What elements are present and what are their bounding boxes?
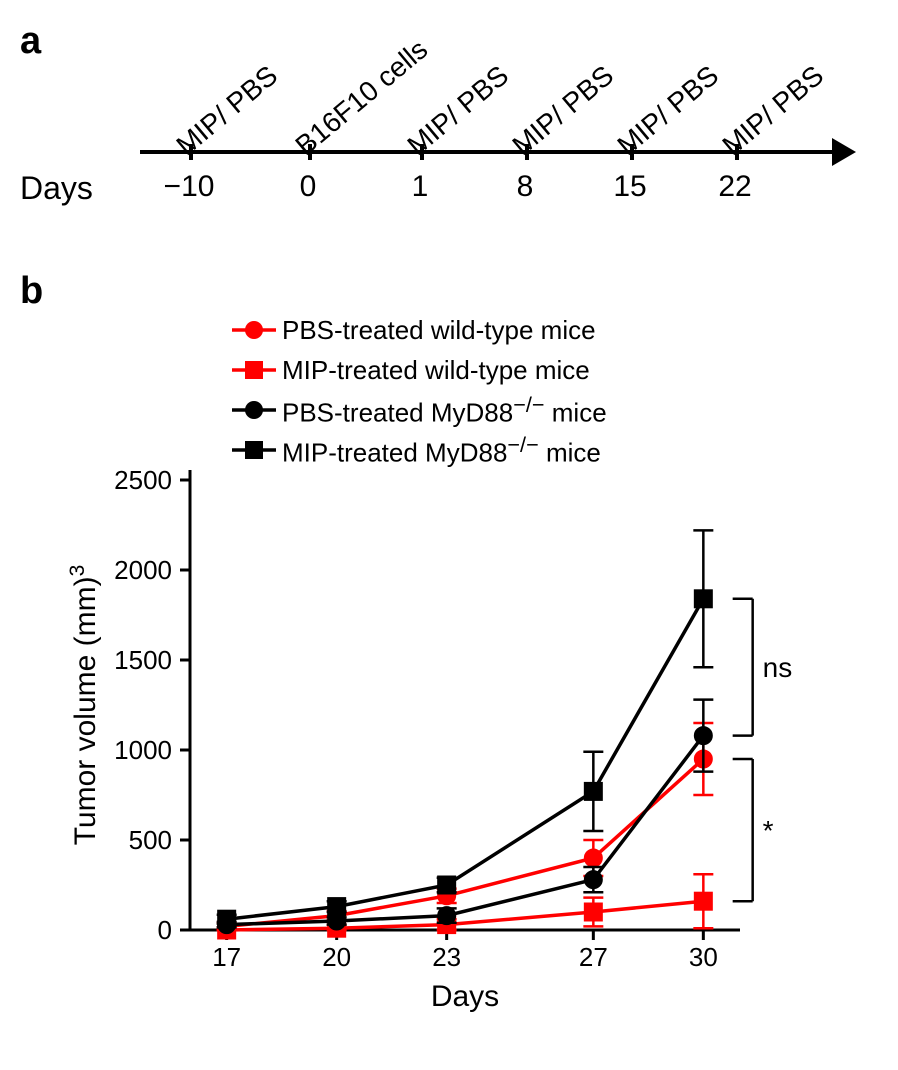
y-tick-label: 0 [158, 915, 172, 945]
panel-a-label: a [20, 20, 41, 63]
timeline-arrow-icon [832, 138, 856, 166]
figure-container: a Days MIP/ PBS−10B16F10 cells0MIP/ PBS1… [20, 20, 878, 1050]
timeline-event-label: MIP/ PBS [401, 59, 515, 162]
timeline-event-label: MIP/ PBS [611, 59, 725, 162]
significance-label: * [763, 815, 774, 846]
significance-bracket: * [733, 759, 774, 901]
data-marker [438, 907, 456, 925]
series-mip-myd [217, 530, 714, 928]
x-tick-label: 27 [579, 942, 608, 972]
timeline-area: MIP/ PBS−10B16F10 cells0MIP/ PBS1MIP/ PB… [140, 20, 860, 240]
timeline-day-value: 8 [517, 170, 534, 204]
data-marker [584, 849, 602, 867]
x-tick-label: 30 [689, 942, 718, 972]
timeline-event-label: MIP/ PBS [170, 59, 284, 162]
panel-a: a Days MIP/ PBS−10B16F10 cells0MIP/ PBS1… [20, 20, 878, 240]
significance-bracket: ns [733, 599, 793, 736]
data-marker [694, 590, 712, 608]
series-line [227, 901, 704, 930]
series-line [227, 759, 704, 926]
y-tick-label: 1500 [114, 645, 172, 675]
significance-label: ns [763, 652, 793, 683]
data-marker [584, 782, 602, 800]
y-axis-label: Tumor volume (mm)3 [66, 565, 103, 846]
data-marker [584, 871, 602, 889]
y-tick-label: 2000 [114, 555, 172, 585]
y-tick-label: 1000 [114, 735, 172, 765]
timeline-days-label: Days [20, 170, 93, 207]
tumor-growth-chart: 0 500 1000 1500 2000 2500 17 20 23 27 30 Tumor volu… [20, 270, 878, 1050]
x-tick-label: 17 [212, 942, 241, 972]
timeline-event-label: MIP/ PBS [506, 59, 620, 162]
x-axis-label: Days [431, 980, 499, 1013]
panel-b: b 050010001500200025001720232730Tumor vo… [20, 270, 878, 1050]
series-line [227, 736, 704, 925]
data-marker [438, 876, 456, 894]
x-tick-label: 23 [432, 942, 461, 972]
series-pbs-wt [217, 723, 714, 935]
timeline-event-label: MIP/ PBS [716, 59, 830, 162]
timeline-day-value: 22 [718, 170, 751, 204]
y-tick-label: 2500 [114, 465, 172, 495]
timeline-day-value: 0 [300, 170, 317, 204]
data-marker [694, 727, 712, 745]
timeline-day-value: 15 [613, 170, 646, 204]
data-marker [694, 892, 712, 910]
data-marker [584, 903, 602, 921]
y-tick-label: 500 [129, 825, 172, 855]
timeline-day-value: −10 [164, 170, 215, 204]
x-tick-label: 20 [322, 942, 351, 972]
series-line [227, 599, 704, 919]
timeline-day-value: 1 [412, 170, 429, 204]
data-marker [218, 910, 236, 928]
data-marker [328, 898, 346, 916]
